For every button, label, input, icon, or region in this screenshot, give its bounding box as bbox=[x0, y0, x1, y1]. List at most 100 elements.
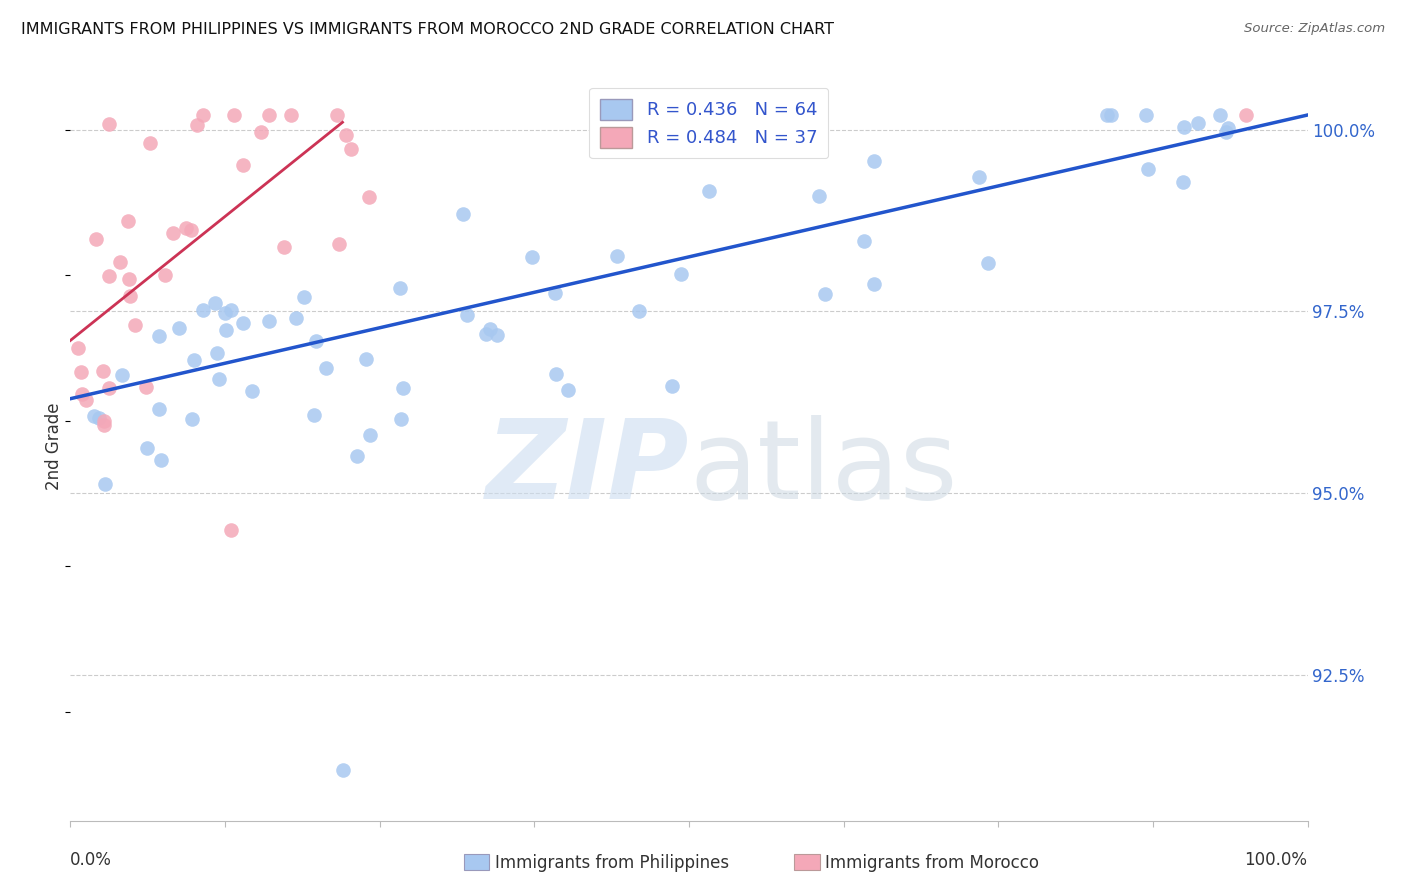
Point bbox=[118, 271, 141, 285]
Point bbox=[557, 383, 579, 397]
Point bbox=[1209, 108, 1232, 122]
Point bbox=[118, 289, 141, 303]
Point bbox=[204, 296, 226, 310]
Point bbox=[97, 381, 120, 395]
Point bbox=[628, 304, 651, 318]
Point bbox=[814, 286, 837, 301]
Point bbox=[124, 318, 146, 332]
Text: IMMIGRANTS FROM PHILIPPINES VS IMMIGRANTS FROM MOROCCO 2ND GRADE CORRELATION CHA: IMMIGRANTS FROM PHILIPPINES VS IMMIGRANT… bbox=[21, 22, 834, 37]
Point bbox=[807, 188, 830, 202]
Point bbox=[546, 368, 568, 382]
Point bbox=[451, 207, 474, 221]
Point bbox=[967, 170, 990, 185]
Point bbox=[863, 277, 886, 291]
Point bbox=[346, 449, 368, 463]
Point bbox=[205, 346, 228, 360]
Point bbox=[389, 412, 412, 426]
Text: Source: ZipAtlas.com: Source: ZipAtlas.com bbox=[1244, 22, 1385, 36]
Point bbox=[304, 409, 326, 423]
Point bbox=[224, 108, 246, 122]
Point bbox=[544, 286, 567, 301]
Point bbox=[520, 251, 543, 265]
Point bbox=[606, 249, 628, 263]
Point bbox=[193, 303, 215, 318]
Point bbox=[66, 341, 89, 355]
Point bbox=[232, 316, 254, 330]
Point bbox=[111, 368, 134, 383]
Point bbox=[332, 763, 354, 777]
Point bbox=[326, 108, 349, 122]
Point bbox=[697, 184, 720, 198]
Point bbox=[84, 232, 107, 246]
Point bbox=[359, 190, 381, 204]
Point bbox=[1215, 125, 1237, 139]
Text: 0.0%: 0.0% bbox=[70, 851, 112, 869]
Point bbox=[108, 254, 131, 268]
Point bbox=[292, 290, 315, 304]
Point bbox=[1173, 175, 1195, 189]
Point bbox=[135, 380, 157, 394]
Point bbox=[661, 379, 683, 393]
Text: ZIP: ZIP bbox=[485, 415, 689, 522]
Point bbox=[167, 321, 190, 335]
Point bbox=[354, 351, 377, 366]
Point bbox=[183, 353, 205, 368]
Point bbox=[214, 306, 236, 320]
Point bbox=[93, 414, 115, 428]
Point bbox=[93, 418, 115, 433]
Point bbox=[669, 267, 692, 281]
Point bbox=[475, 327, 498, 342]
Point bbox=[1095, 108, 1118, 122]
Point bbox=[259, 313, 281, 327]
Text: Immigrants from Morocco: Immigrants from Morocco bbox=[825, 854, 1039, 871]
Point bbox=[98, 268, 121, 283]
Point bbox=[70, 365, 93, 379]
Point bbox=[83, 409, 105, 423]
Point bbox=[485, 328, 508, 343]
Point bbox=[389, 281, 412, 295]
Point bbox=[863, 153, 886, 168]
Point bbox=[91, 364, 114, 378]
Point bbox=[148, 328, 170, 343]
Point bbox=[219, 523, 242, 537]
Point bbox=[94, 476, 117, 491]
Point bbox=[70, 387, 93, 401]
Point bbox=[1218, 120, 1240, 135]
Point bbox=[1173, 120, 1195, 135]
Point bbox=[392, 381, 415, 395]
Point bbox=[149, 453, 172, 467]
Point bbox=[232, 158, 254, 172]
Point bbox=[148, 402, 170, 417]
Point bbox=[977, 255, 1000, 269]
Point bbox=[87, 410, 110, 425]
Point bbox=[280, 108, 302, 122]
Point bbox=[1136, 162, 1159, 177]
Point bbox=[360, 428, 382, 442]
Point bbox=[117, 214, 139, 228]
Point bbox=[215, 323, 238, 337]
Point bbox=[181, 412, 204, 426]
Text: atlas: atlas bbox=[689, 415, 957, 522]
Point bbox=[315, 360, 337, 375]
Point bbox=[98, 116, 121, 130]
Point bbox=[153, 268, 176, 282]
Point bbox=[1234, 108, 1257, 122]
Point bbox=[328, 237, 350, 252]
Text: Immigrants from Philippines: Immigrants from Philippines bbox=[495, 854, 730, 871]
Point bbox=[75, 392, 97, 407]
Point bbox=[257, 108, 280, 122]
Point bbox=[180, 223, 202, 237]
Point bbox=[305, 334, 328, 349]
Point bbox=[240, 384, 263, 398]
Point bbox=[852, 235, 875, 249]
Point bbox=[340, 142, 363, 156]
Point bbox=[335, 128, 357, 143]
Point bbox=[1135, 108, 1157, 122]
Point bbox=[249, 125, 271, 139]
Point bbox=[208, 371, 231, 385]
Point bbox=[273, 240, 295, 254]
Point bbox=[456, 308, 478, 322]
Point bbox=[479, 322, 502, 336]
Point bbox=[221, 303, 243, 318]
Point bbox=[176, 221, 198, 235]
